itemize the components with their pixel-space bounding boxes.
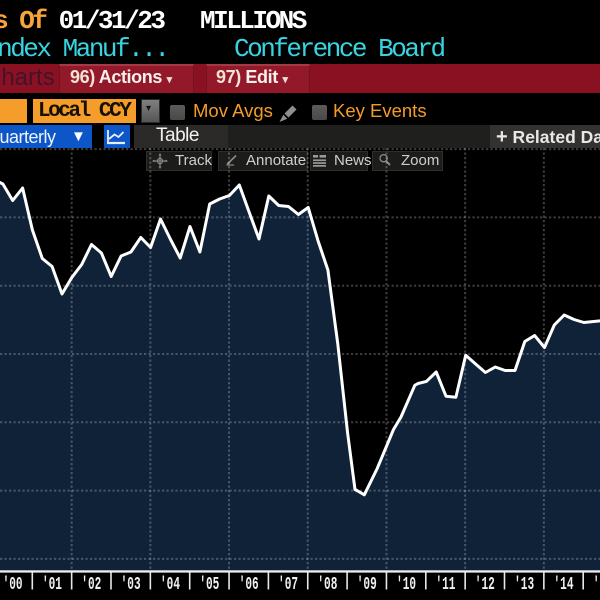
svg-text:'15: '15 [593,575,600,595]
svg-text:'00: '00 [3,575,23,595]
svg-text:'03: '03 [121,575,141,595]
svg-text:'04: '04 [160,575,180,595]
svg-text:'08: '08 [317,575,337,595]
svg-text:'07: '07 [278,575,298,595]
svg-text:'02: '02 [81,575,101,595]
svg-text:'11: '11 [435,575,455,595]
svg-text:'12: '12 [475,575,495,595]
svg-text:'14: '14 [554,575,574,595]
svg-text:'06: '06 [239,575,259,595]
svg-text:'13: '13 [514,575,534,595]
svg-text:'09: '09 [357,575,377,595]
svg-text:'05: '05 [199,575,219,595]
svg-text:'10: '10 [396,575,416,595]
svg-text:'01: '01 [42,575,62,595]
